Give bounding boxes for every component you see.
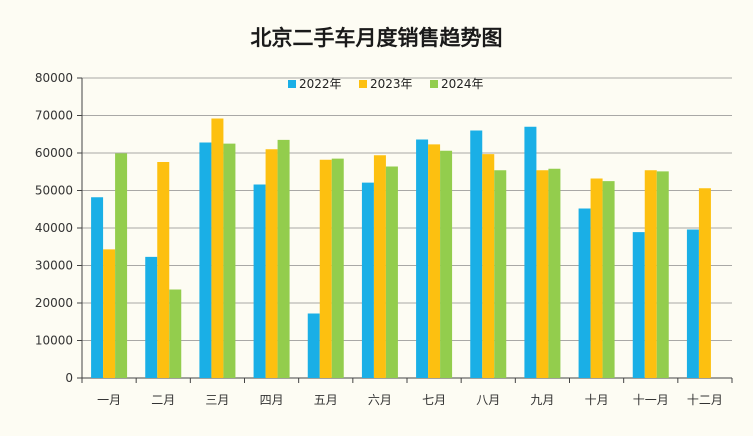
legend-swatch — [359, 80, 367, 88]
bar — [590, 178, 603, 378]
bar — [416, 139, 429, 378]
bar — [428, 144, 441, 378]
y-tick-label: 80000 — [35, 71, 73, 85]
bar — [253, 184, 266, 378]
y-tick-label: 70000 — [35, 109, 73, 123]
legend-label: 2022年 — [299, 77, 342, 91]
bars — [91, 118, 711, 378]
y-tick-label: 10000 — [35, 334, 73, 348]
x-tick-label: 十月 — [585, 393, 609, 407]
x-tick-label: 五月 — [314, 393, 338, 407]
y-tick-label: 50000 — [35, 184, 73, 198]
x-tick-label: 三月 — [205, 393, 229, 407]
bar — [656, 171, 669, 378]
bar — [524, 126, 537, 378]
legend: 2022年 2023年 2024年 — [288, 77, 484, 91]
x-tick-label: 十二月 — [687, 393, 723, 407]
bar — [319, 159, 332, 378]
chart-title: 北京二手车月度销售趋势图 — [250, 26, 503, 50]
x-tick-label: 九月 — [530, 393, 554, 407]
y-tick-label: 40000 — [35, 221, 73, 235]
bar — [157, 162, 170, 378]
legend-swatch — [288, 80, 296, 88]
y-tick-label: 30000 — [35, 259, 73, 273]
bar — [494, 170, 507, 378]
bar — [361, 182, 374, 378]
bar — [169, 289, 182, 378]
x-tick-label: 八月 — [476, 393, 500, 407]
bar — [277, 139, 290, 378]
x-tick-label: 一月 — [97, 393, 121, 407]
bar — [103, 249, 116, 378]
bar — [536, 170, 549, 378]
y-tick-label: 0 — [65, 371, 73, 385]
bar — [440, 150, 453, 378]
legend-label: 2024年 — [441, 77, 484, 91]
bar — [698, 188, 711, 378]
bar — [548, 168, 561, 378]
x-tick-label: 七月 — [422, 393, 446, 407]
bar — [578, 208, 591, 378]
bar — [385, 166, 398, 378]
legend-label: 2023年 — [370, 77, 413, 91]
axes: 0 10000 20000 30000 40000 50000 60000 70000 8000… — [35, 71, 733, 407]
x-tick-label: 二月 — [151, 393, 175, 407]
y-tick-label: 60000 — [35, 146, 73, 160]
bar — [644, 170, 657, 378]
grid-lines — [82, 77, 732, 341]
bar — [145, 256, 158, 378]
bar — [632, 232, 645, 378]
bar — [115, 153, 128, 378]
bar — [686, 229, 699, 378]
y-tick-label: 20000 — [35, 296, 73, 310]
bar — [470, 130, 483, 378]
bar — [482, 154, 495, 378]
bar — [91, 197, 104, 378]
bar — [199, 142, 212, 378]
bar — [223, 143, 236, 378]
bar — [331, 158, 344, 378]
x-tick-label: 四月 — [260, 393, 284, 407]
bar — [211, 118, 224, 378]
bar — [373, 155, 386, 378]
bar — [602, 181, 615, 378]
bar — [307, 313, 320, 378]
bar — [265, 149, 278, 378]
x-tick-label: 六月 — [368, 393, 392, 407]
legend-swatch — [430, 80, 438, 88]
x-tick-label: 十一月 — [633, 393, 669, 407]
